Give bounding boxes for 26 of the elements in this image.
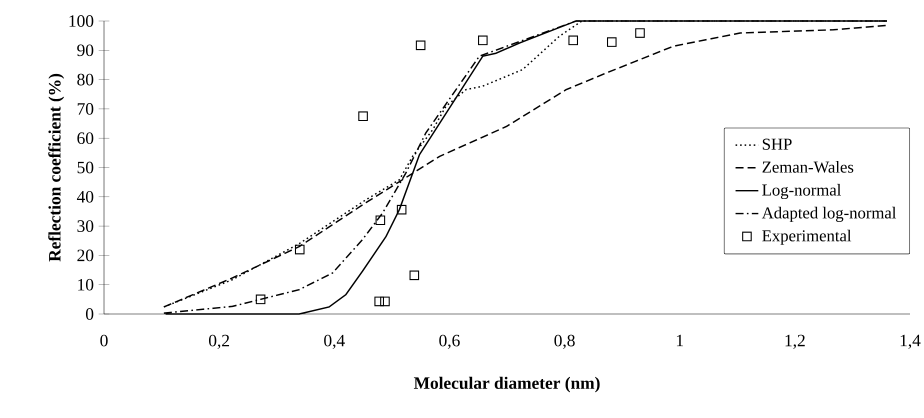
legend-label: Zeman-Wales [762, 160, 854, 173]
legend-label: Log-normal [762, 184, 841, 200]
y-tick-label: 70 [78, 103, 94, 115]
x-tick-label: 1 [676, 334, 684, 346]
x-axis-title: Molecular diameter (nm) [414, 376, 600, 392]
y-tick-label: 0 [86, 308, 94, 320]
y-tick-label: 100 [69, 15, 94, 27]
y-tick-label: 50 [78, 162, 94, 174]
y-tick-label: 80 [77, 74, 94, 86]
x-tick-label: 1,2 [786, 334, 805, 349]
legend-label: Experimental [762, 230, 852, 245]
y-axis-title: Reflection coefficient (%) [48, 74, 64, 262]
x-tick-label: 0 [100, 334, 108, 346]
y-tick-label: 10 [78, 278, 94, 291]
x-tick-label: 1,4 [900, 334, 921, 349]
y-tick-label: 60 [77, 132, 94, 144]
y-tick-label: 90 [77, 44, 94, 56]
y-tick-label: 30 [77, 220, 94, 232]
legend-label: SHP [762, 138, 792, 150]
y-tick-label: 40 [76, 190, 94, 203]
x-tick-label: 0,4 [324, 334, 345, 349]
y-tick-label: 20 [77, 250, 94, 262]
x-tick-label: 0,6 [439, 334, 460, 349]
x-tick-label: 0,8 [554, 334, 575, 349]
legend-label: Adapted log-normal [762, 206, 896, 222]
x-tick-label: 0,2 [208, 334, 230, 349]
